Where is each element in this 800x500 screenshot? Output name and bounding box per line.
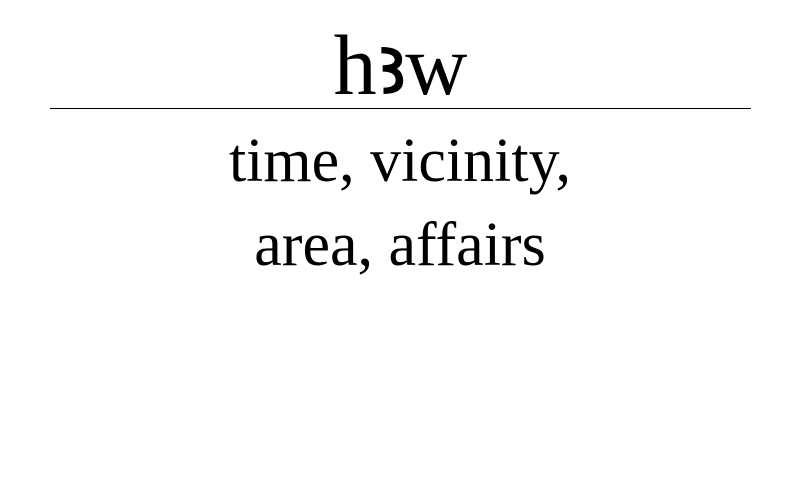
translation-line-1: time, vicinity, <box>228 127 572 195</box>
divider-line <box>50 108 751 109</box>
translation-line-2: area, affairs <box>254 211 546 279</box>
headword: hꜣw <box>333 17 468 113</box>
